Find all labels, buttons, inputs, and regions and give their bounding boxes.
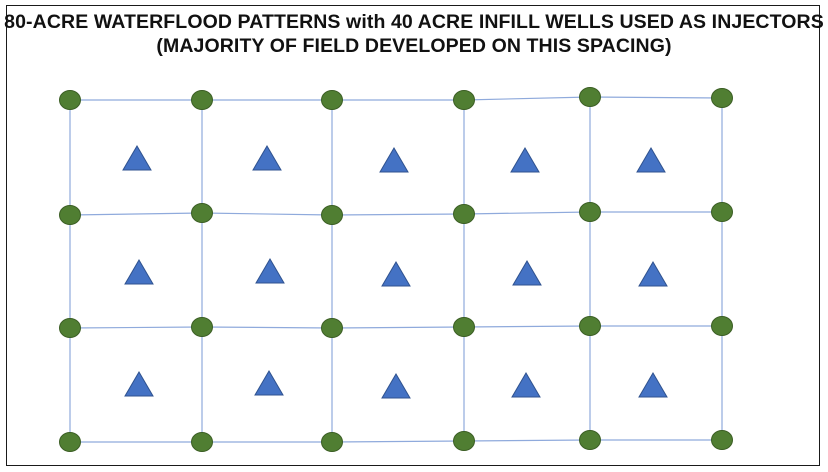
producer-well-icon [711, 88, 733, 108]
producer-well-icon [711, 316, 733, 336]
grid-line-horizontal [201, 326, 333, 329]
grid-line-horizontal [331, 440, 465, 443]
producer-well-icon [453, 204, 475, 224]
injector-well-icon [381, 261, 411, 287]
producer-well-icon [59, 205, 81, 225]
injector-well-icon [379, 147, 409, 173]
injector-wells [122, 145, 668, 399]
producer-wells [59, 87, 733, 452]
grid-line-horizontal [331, 213, 465, 216]
grid-line-horizontal [69, 326, 203, 329]
producer-well-icon [191, 203, 213, 223]
producer-well-icon [321, 318, 343, 338]
grid-line-horizontal [331, 326, 465, 329]
injector-well-icon [511, 372, 541, 398]
producer-well-icon [453, 90, 475, 110]
producer-well-icon [711, 430, 733, 450]
injector-well-icon [510, 147, 540, 173]
injector-well-icon [638, 261, 668, 287]
injector-well-icon [636, 147, 666, 173]
title-line-2: (MAJORITY OF FIELD DEVELOPED ON THIS SPA… [156, 35, 672, 57]
injector-well-icon [254, 370, 284, 396]
producer-well-icon [59, 318, 81, 338]
grid-line-horizontal [463, 439, 591, 442]
diagram-title: 80-ACRE WATERFLOOD PATTERNS with 40 ACRE… [0, 10, 828, 58]
pattern-grid-lines [69, 96, 723, 443]
producer-well-icon [711, 202, 733, 222]
grid-line-horizontal [463, 211, 591, 215]
grid-line-horizontal [463, 96, 591, 101]
producer-well-icon [453, 431, 475, 451]
injector-well-icon [512, 260, 542, 286]
producer-well-icon [191, 90, 213, 110]
producer-well-icon [453, 317, 475, 337]
injector-well-icon [124, 259, 154, 285]
producer-well-icon [59, 90, 81, 110]
injector-well-icon [252, 145, 282, 171]
producer-well-icon [321, 432, 343, 452]
producer-well-icon [59, 432, 81, 452]
injector-well-icon [381, 373, 411, 399]
grid-line-horizontal [589, 96, 723, 99]
injector-well-icon [124, 371, 154, 397]
producer-well-icon [191, 432, 213, 452]
producer-well-icon [191, 317, 213, 337]
grid-line-horizontal [201, 212, 333, 216]
injector-well-icon [638, 372, 668, 398]
producer-well-icon [579, 87, 601, 107]
producer-well-icon [579, 430, 601, 450]
producer-well-icon [579, 202, 601, 222]
producer-well-icon [321, 205, 343, 225]
grid-line-horizontal [463, 325, 591, 328]
injector-well-icon [122, 145, 152, 171]
injector-well-icon [255, 258, 285, 284]
title-line-1: 80-ACRE WATERFLOOD PATTERNS with 40 ACRE… [4, 11, 824, 33]
producer-well-icon [321, 90, 343, 110]
producer-well-icon [579, 316, 601, 336]
grid-line-horizontal [69, 212, 203, 216]
